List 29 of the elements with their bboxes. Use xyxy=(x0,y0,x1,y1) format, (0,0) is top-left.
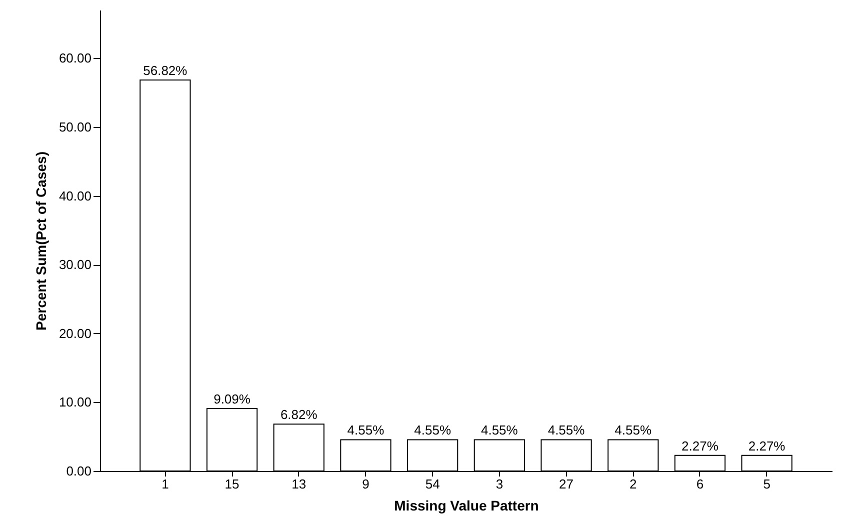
x-tick-label: 1 xyxy=(162,476,169,492)
y-tick-label: 20.00 xyxy=(58,326,92,341)
x-tick-label: 2 xyxy=(630,476,637,492)
y-tick-label: 10.00 xyxy=(58,394,92,410)
x-tick-label: 15 xyxy=(224,476,240,492)
data-label: 4.55% xyxy=(548,422,586,438)
x-tick-label: 5 xyxy=(763,476,770,492)
y-tick-label: 30.00 xyxy=(58,257,92,272)
y-tick-label: 60.00 xyxy=(58,50,92,66)
x-tick-label: 9 xyxy=(362,476,370,492)
data-label: 4.55% xyxy=(614,422,652,438)
data-label: 4.55% xyxy=(414,422,452,438)
y-axis-title: Percent Sum(Pct of Cases) xyxy=(32,152,49,330)
y-tick-label: 40.00 xyxy=(58,188,92,204)
y-tick-label: 50.00 xyxy=(58,119,92,134)
data-label: 4.55% xyxy=(480,422,518,438)
x-axis-title: Missing Value Pattern xyxy=(394,498,539,514)
data-label: 4.55% xyxy=(347,422,385,438)
data-label: 2.27% xyxy=(682,438,719,454)
x-tick-label: 3 xyxy=(496,476,504,492)
y-tick-label: 0.00 xyxy=(66,464,92,478)
data-label: 9.09% xyxy=(214,391,251,406)
data-label: 6.82% xyxy=(280,407,318,422)
data-label: 56.82% xyxy=(143,63,188,78)
x-tick-label: 27 xyxy=(559,476,574,492)
x-tick-label: 6 xyxy=(696,476,704,492)
x-tick-label: 54 xyxy=(425,476,440,492)
x-tick-label: 13 xyxy=(292,476,306,492)
data-label: 2.27% xyxy=(748,438,786,454)
